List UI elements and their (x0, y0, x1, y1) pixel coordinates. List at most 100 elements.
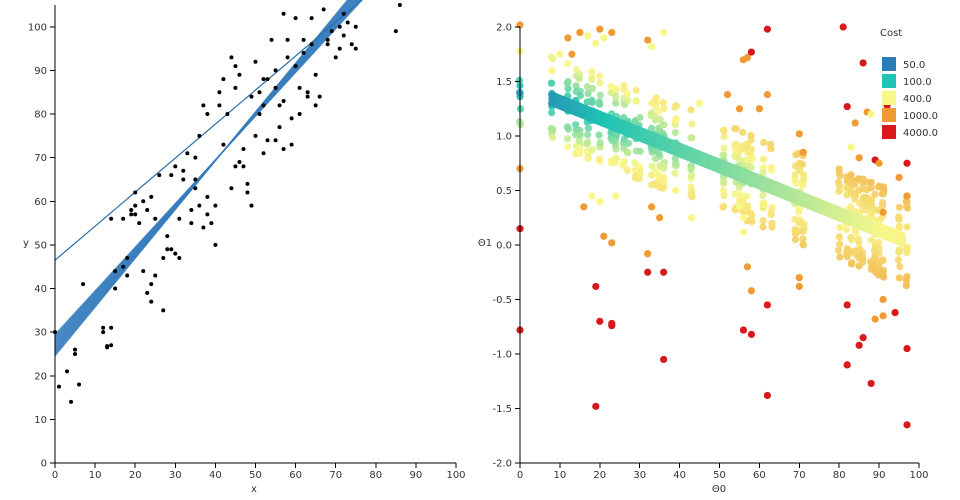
y-tick-label: -1.5 (492, 404, 512, 415)
data-point (257, 90, 262, 95)
x-tick-label: 90 (873, 470, 886, 481)
parameter-point (515, 76, 523, 84)
data-point (245, 181, 250, 186)
parameter-point (632, 96, 640, 105)
regression-band-line (55, 0, 353, 350)
parameter-point (747, 148, 755, 156)
data-point (237, 72, 242, 77)
parameter-point (660, 105, 668, 113)
x-tick-label: 20 (593, 470, 606, 481)
data-point (393, 29, 398, 34)
data-point (273, 138, 278, 143)
parameter-point (878, 257, 887, 265)
x-tick-label: 0 (52, 470, 58, 481)
parameter-point (588, 75, 596, 84)
x-tick-label: 40 (673, 470, 686, 481)
regression-band-line (55, 0, 356, 346)
parameter-point (624, 139, 633, 147)
parameter-point (720, 192, 728, 200)
parameter-point (759, 163, 768, 172)
legend-label: 400.0 (903, 94, 932, 105)
parameter-point (596, 197, 604, 205)
parameter-point (851, 180, 859, 188)
y-tick-label: 1.0 (496, 132, 512, 143)
parameter-point (835, 233, 844, 241)
x-tick-label: 0 (517, 470, 523, 481)
parameter-point (575, 75, 583, 83)
parameter-point (672, 159, 680, 167)
regression-band-line (55, 0, 349, 356)
data-point (181, 168, 186, 173)
parameter-point (903, 223, 911, 231)
y-tick-label: 0.5 (496, 186, 512, 197)
parameter-point (735, 203, 744, 211)
parameter-point (859, 334, 867, 342)
parameter-point (687, 106, 695, 114)
parameter-point (596, 25, 604, 33)
parameter-point (572, 82, 580, 90)
parameter-point (556, 50, 564, 58)
data-point (229, 55, 234, 60)
data-point (337, 46, 342, 51)
parameter-point (768, 166, 776, 174)
parameter-point (608, 239, 616, 247)
data-point (145, 290, 150, 295)
parameter-point (660, 28, 668, 37)
parameter-point (755, 105, 764, 113)
data-point (269, 37, 274, 42)
regression-band-line (55, 0, 351, 353)
regression-band-line (55, 0, 358, 343)
parameter-point (636, 113, 644, 122)
parameter-point (568, 50, 576, 58)
data-point (149, 299, 154, 304)
parameter-point (644, 268, 652, 276)
parameter-point (836, 224, 844, 232)
data-point (293, 16, 298, 21)
parameter-point (903, 344, 911, 353)
data-point (329, 29, 334, 34)
data-points-layer (53, 3, 402, 404)
parameter-point (584, 130, 592, 139)
data-point (305, 90, 310, 95)
parameter-point (839, 23, 847, 31)
parameter-point (739, 214, 748, 222)
parameter-point (632, 86, 640, 94)
data-point (169, 247, 174, 252)
parameter-point (763, 90, 771, 99)
data-point (73, 347, 78, 352)
parameter-point (743, 53, 752, 62)
data-point (77, 382, 82, 387)
parameter-point (735, 105, 744, 113)
regression-band-line (55, 0, 352, 352)
parameter-point (799, 148, 807, 156)
data-point (289, 116, 294, 121)
data-point (145, 208, 150, 213)
regression-band-line (55, 0, 351, 354)
parameter-point (608, 28, 616, 37)
parameter-point (903, 159, 911, 167)
parameter-point (687, 214, 696, 222)
parameter-point (848, 235, 856, 244)
parameter-point (843, 102, 851, 111)
data-point (177, 255, 182, 260)
parameter-point (867, 110, 875, 118)
parameter-point (636, 147, 644, 155)
y-tick-label: 0 (41, 459, 47, 470)
parameter-point (588, 146, 597, 154)
regression-line (55, 0, 363, 261)
data-point (213, 242, 218, 247)
parameter-point (847, 203, 855, 211)
regression-band-line (55, 0, 356, 345)
x-tick-label: 50 (249, 470, 262, 481)
parameter-point (548, 108, 556, 117)
data-point (149, 194, 154, 199)
parameter-point (875, 238, 883, 246)
parameter-point (687, 165, 695, 174)
parameter-point (592, 402, 600, 410)
data-point (261, 103, 266, 108)
parameter-point (588, 192, 596, 200)
parameter-point (747, 164, 755, 172)
y-tick-label: 1.5 (496, 77, 512, 88)
parameter-point (732, 140, 740, 148)
data-point (165, 247, 170, 252)
